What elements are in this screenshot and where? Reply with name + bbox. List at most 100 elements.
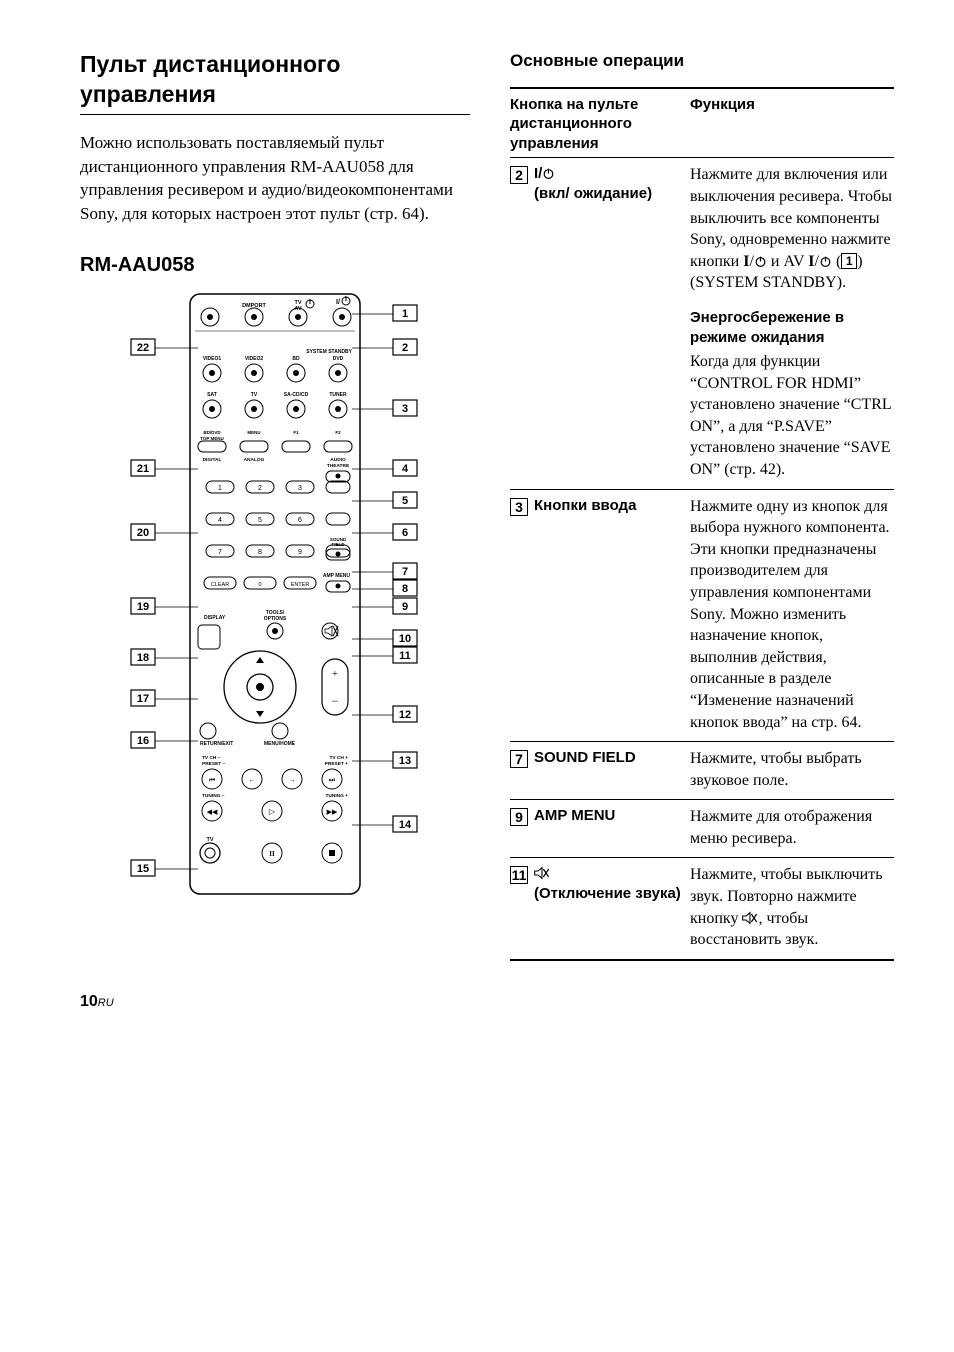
svg-text:TUNER: TUNER [329, 392, 347, 398]
svg-text:7: 7 [402, 566, 408, 578]
table-row: 9 AMP MENU Нажмите для отображения меню ре… [510, 799, 894, 857]
svg-text:ANALOG: ANALOG [244, 457, 265, 463]
svg-text:RETURN/EXIT: RETURN/EXIT [200, 741, 233, 747]
svg-text:7: 7 [218, 549, 222, 556]
page-title: Пульт дистанционного управления [80, 50, 470, 115]
svg-text:13: 13 [399, 755, 411, 767]
svg-text:VIDEO2: VIDEO2 [245, 356, 264, 362]
function-cell: Нажмите для отображения меню ресивера. [690, 806, 894, 849]
svg-text:▷: ▷ [269, 807, 276, 816]
svg-text:MENU/HOME: MENU/HOME [264, 741, 296, 747]
svg-text:8: 8 [258, 549, 262, 556]
svg-text:8: 8 [402, 583, 408, 595]
svg-text:1: 1 [402, 308, 408, 320]
table-header-button: Кнопка на пульте дистанционного управлен… [510, 95, 690, 154]
callout-number: 9 [510, 808, 528, 826]
svg-text:5: 5 [258, 517, 262, 524]
svg-text:−: − [332, 694, 339, 708]
svg-text:DVD: DVD [333, 356, 344, 362]
svg-text:14: 14 [399, 819, 412, 831]
svg-text:BD/DVD: BD/DVD [203, 430, 221, 435]
svg-text:◀◀: ◀◀ [207, 808, 218, 816]
page-footer: 10RU [80, 991, 894, 1013]
svg-text:22: 22 [137, 342, 149, 354]
svg-text:PRESET +: PRESET + [325, 761, 349, 767]
table-row: 7 SOUND FIELD Нажмите, чтобы выбрать звуко… [510, 741, 894, 799]
function-cell: Нажмите, чтобы выключить звук. Повторно … [690, 864, 894, 950]
svg-text:DIGITAL: DIGITAL [203, 457, 222, 463]
callout-number: 3 [510, 498, 528, 516]
svg-text:6: 6 [402, 527, 408, 539]
svg-text:21: 21 [137, 463, 149, 475]
svg-text:TUNING –: TUNING – [202, 793, 225, 799]
svg-text:CLEAR: CLEAR [211, 582, 229, 588]
model-heading: RM-AAU058 [80, 252, 470, 279]
svg-text:TV: TV [251, 392, 258, 398]
callout-number: 7 [510, 750, 528, 768]
svg-text:F2: F2 [335, 430, 341, 435]
svg-text:9: 9 [402, 601, 408, 613]
svg-text:11: 11 [399, 650, 411, 662]
button-cell: 9 AMP MENU [510, 806, 690, 849]
svg-text:ENTER: ENTER [291, 582, 310, 588]
button-label: AMP MENU [534, 806, 615, 826]
table-header-row: Кнопка на пульте дистанционного управлен… [510, 89, 894, 158]
svg-text:F1: F1 [293, 430, 299, 435]
button-cell: 2 I/(вкл/ ожидание) [510, 164, 690, 480]
page-lang: RU [98, 997, 114, 1009]
svg-text:4: 4 [402, 463, 409, 475]
page-number: 10 [80, 993, 98, 1010]
button-label: SOUND FIELD [534, 748, 636, 768]
svg-text:3: 3 [298, 485, 302, 492]
svg-text:⏭: ⏭ [329, 776, 336, 784]
operations-heading: Основные операции [510, 50, 894, 73]
button-cell: 7 SOUND FIELD [510, 748, 690, 791]
svg-text:TOP MENU: TOP MENU [200, 436, 224, 441]
svg-text:TV: TV [206, 837, 213, 843]
svg-text:SA-CD/CD: SA-CD/CD [284, 392, 309, 398]
button-label: I/(вкл/ ожидание) [534, 164, 652, 203]
svg-text:←: ← [249, 776, 256, 784]
svg-text:19: 19 [137, 601, 149, 613]
table-row: 3 Кнопки ввода Нажмите одну из кнопок для … [510, 489, 894, 742]
operations-table-body: 2 I/(вкл/ ожидание) Нажмите для включения … [510, 157, 894, 958]
svg-text:DMPORT: DMPORT [242, 303, 266, 309]
function-cell: Нажмите, чтобы выбрать звуковое поле. [690, 748, 894, 791]
svg-text:⏮: ⏮ [209, 776, 215, 784]
svg-text:DISPLAY: DISPLAY [204, 615, 226, 621]
function-cell: Нажмите для включения или выключения рес… [690, 164, 894, 480]
svg-text:9: 9 [298, 549, 302, 556]
svg-text:→: → [289, 776, 296, 784]
svg-text:17: 17 [137, 693, 149, 705]
svg-text:6: 6 [298, 517, 302, 524]
svg-text:16: 16 [137, 735, 149, 747]
intro-paragraph: Можно использовать поставляемый пульт ди… [80, 131, 470, 226]
svg-text:12: 12 [399, 709, 411, 721]
callout-number: 2 [510, 166, 528, 184]
svg-text:AV: AV [294, 306, 302, 312]
svg-text:2: 2 [258, 485, 262, 492]
svg-text:AMP MENU: AMP MENU [323, 573, 351, 579]
svg-text:+: + [332, 669, 338, 680]
svg-text:SAT: SAT [207, 392, 217, 398]
button-label: Кнопки ввода [534, 496, 636, 516]
table-header-function: Функция [690, 95, 894, 154]
svg-text:3: 3 [402, 403, 408, 415]
svg-text:10: 10 [399, 633, 411, 645]
svg-text:▶▶: ▶▶ [327, 808, 338, 816]
svg-text:18: 18 [137, 652, 149, 664]
button-label: (Отключение звука) [534, 864, 681, 903]
table-row: 11 (Отключение звука)Нажмите, чтобы выклю… [510, 857, 894, 958]
svg-text:5: 5 [402, 495, 408, 507]
svg-text:AUDIO: AUDIO [330, 457, 346, 463]
svg-text:TUNING +: TUNING + [325, 793, 348, 799]
svg-text:SYSTEM STANDBY: SYSTEM STANDBY [306, 349, 352, 355]
svg-text:BD: BD [292, 356, 300, 362]
svg-text:MENU: MENU [247, 430, 260, 435]
function-cell: Нажмите одну из кнопок для выбора нужног… [690, 496, 894, 734]
svg-text:TV CH +: TV CH + [329, 755, 348, 761]
subtext: Когда для функции “CONTROL FOR HDMI” уст… [690, 351, 894, 481]
callout-number: 11 [510, 866, 528, 884]
table-row: 2 I/(вкл/ ожидание) Нажмите для включения … [510, 157, 894, 488]
svg-text:20: 20 [137, 527, 149, 539]
